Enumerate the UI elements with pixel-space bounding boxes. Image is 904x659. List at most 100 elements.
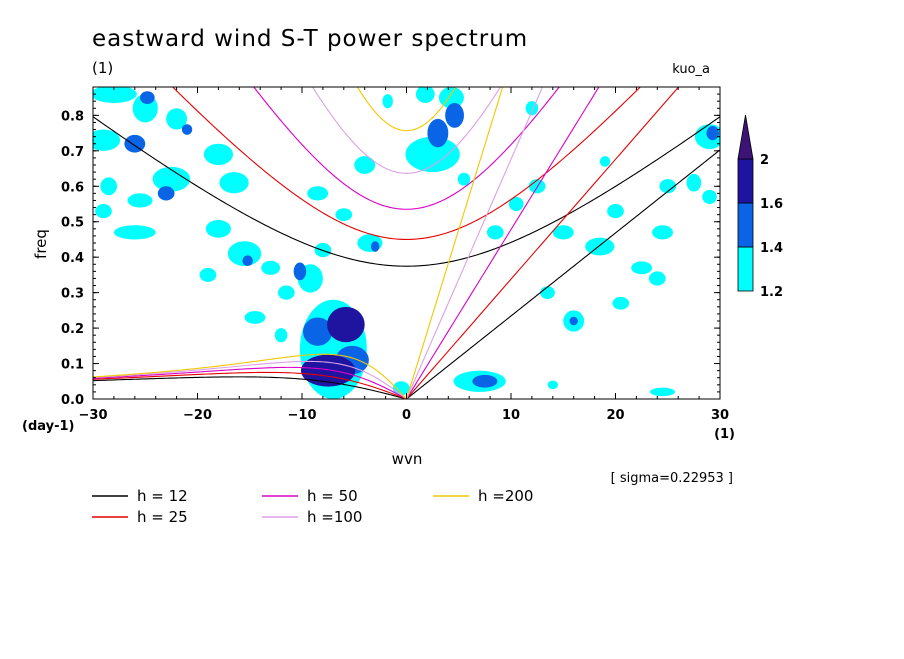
- contour-patch-level-1: [227, 241, 262, 267]
- colorbar: 1.2 1.4 1.6 2: [737, 114, 783, 300]
- x-tick-label: 10: [502, 408, 520, 423]
- contour-patch-level-1: [93, 87, 137, 103]
- contour-patch-level-2: [140, 91, 155, 105]
- colorbar-arrow: [737, 114, 754, 160]
- contour-patch-level-1: [277, 285, 295, 300]
- contour-patch-level-2: [472, 374, 498, 388]
- y-tick-label: 0.6: [61, 180, 84, 195]
- contour-patch-level-1: [652, 225, 673, 240]
- contour-patch-level-1: [205, 219, 231, 238]
- y-tick-label: 0.7: [61, 145, 84, 160]
- contour-patch-level-1: [203, 143, 234, 165]
- x-tick-label: −20: [183, 408, 212, 423]
- contour-patch-level-1: [508, 196, 524, 212]
- gravity-curve-h50: [253, 87, 560, 210]
- kelvin-curve-h25: [406, 87, 680, 399]
- y-tick-label: 0.2: [61, 322, 84, 337]
- colorbar-label: 2: [760, 153, 769, 168]
- contour-patch-level-1: [552, 225, 574, 240]
- contour-patch-level-1: [702, 189, 717, 204]
- contour-patch-level-1: [607, 204, 624, 219]
- rossby-curve-h12: [93, 376, 407, 399]
- contour-patch-level-1: [405, 136, 460, 173]
- contour-patch-level-1: [686, 173, 702, 192]
- contour-patch-level-1: [307, 186, 329, 201]
- legend-label: h =100: [307, 508, 362, 526]
- gravity-curve-h12: [93, 116, 720, 267]
- contour-patch-level-1: [93, 129, 121, 151]
- y-tick-label: 0.3: [61, 287, 84, 302]
- colorbar-label: 1.6: [760, 197, 783, 212]
- kelvin-curve-h50: [406, 87, 600, 399]
- legend-label: h = 50: [307, 487, 358, 505]
- contour-patch-level-2: [569, 316, 578, 326]
- contour-patch-level-1: [113, 225, 156, 240]
- kelvin-curve-h200: [405, 87, 504, 399]
- chart-title: eastward wind S-T power spectrum: [92, 26, 528, 52]
- contour-patch-level-1: [335, 208, 353, 222]
- y-tick-label: 0.5: [61, 216, 84, 231]
- contour-patch-level-1: [659, 179, 677, 194]
- legend-label: h = 12: [137, 487, 188, 505]
- contour-patch-level-1: [540, 286, 555, 300]
- rossby-curve-h100: [93, 360, 407, 399]
- contour-patch-level-1: [547, 380, 559, 390]
- contour-patch-level-2: [124, 134, 146, 153]
- colorbar-segment: [737, 158, 754, 204]
- x-tick-label: 0: [402, 408, 411, 423]
- contour-patch-level-1: [261, 260, 281, 275]
- gravity-curve-h100: [311, 87, 502, 174]
- x-tick-label: 20: [606, 408, 624, 423]
- contour-fill-group: [93, 87, 720, 399]
- contour-patch-level-1: [199, 267, 217, 282]
- contour-patch-level-1: [166, 108, 188, 130]
- y-tick-label: 0.4: [61, 251, 84, 266]
- contour-patch-level-1: [649, 387, 676, 397]
- x-tick-label: −10: [288, 408, 317, 423]
- colorbar-label: 1.2: [760, 285, 783, 300]
- contour-patch-level-1: [244, 311, 266, 324]
- contour-patch-level-1: [100, 177, 118, 196]
- x-tick-label: −30: [79, 408, 108, 423]
- kelvin-curve-h12: [406, 149, 720, 399]
- rossby-curve-h25: [93, 371, 407, 399]
- dispersion-curves-group: [93, 87, 720, 399]
- gravity-curve-h200: [356, 87, 457, 132]
- rossby-curve-h200: [93, 353, 407, 399]
- y-tick-label: 0.1: [61, 358, 84, 373]
- contour-patch-level-3: [327, 306, 365, 343]
- kelvin-curve-h100: [405, 87, 544, 399]
- contour-patch-level-2: [370, 241, 380, 252]
- subtitle-left: (1): [92, 59, 113, 77]
- contour-patch-level-2: [445, 102, 464, 128]
- contour-patch-level-1: [648, 271, 666, 286]
- contour-patch-level-2: [242, 255, 253, 267]
- contour-patch-level-2: [706, 126, 719, 141]
- contour-patch-level-1: [152, 166, 191, 192]
- contour-patch-level-1: [274, 328, 288, 343]
- colorbar-label: 1.4: [760, 241, 783, 256]
- x-tick-label: 30: [711, 408, 729, 423]
- contour-patch-level-2: [181, 124, 193, 135]
- rossby-curve-h50: [93, 366, 407, 399]
- contour-patch-level-1: [219, 172, 249, 194]
- contour-patch-level-1: [415, 87, 435, 103]
- contour-patch-level-1: [612, 296, 630, 310]
- contour-patch-level-1: [457, 172, 471, 186]
- subtitle-right: kuo_a: [672, 62, 710, 77]
- y-axis-label: freq: [32, 229, 50, 259]
- y-tick-label: 0.0: [61, 393, 84, 408]
- contour-patch-level-1: [127, 193, 153, 208]
- contour-patch-level-2: [427, 118, 449, 148]
- gravity-curve-h25: [171, 87, 642, 240]
- contour-patch-level-1: [95, 204, 112, 219]
- sigma-note: [ sigma=0.22953 ]: [611, 471, 733, 486]
- legend-label: h =200: [478, 487, 533, 505]
- colorbar-segment: [737, 202, 754, 248]
- contour-patch-level-1: [525, 101, 539, 116]
- contour-patch-level-1: [486, 225, 504, 240]
- contour-patch-level-1: [382, 94, 393, 109]
- contour-patch-level-1: [585, 237, 615, 256]
